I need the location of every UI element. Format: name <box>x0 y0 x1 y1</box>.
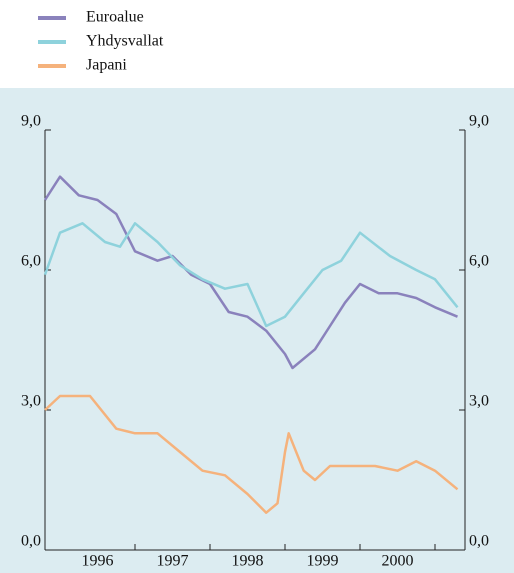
legend-label: Euroalue <box>86 9 144 26</box>
series-line <box>44 394 459 514</box>
y-tick-label: 9,0 <box>21 113 41 130</box>
legend-label: Japani <box>86 57 127 74</box>
x-tick-label: 1999 <box>307 553 339 570</box>
x-tick-label: 1997 <box>157 553 189 570</box>
series-line <box>43 175 458 370</box>
y-tick-label: 3,0 <box>469 393 489 410</box>
y-tick-label: 6,0 <box>469 253 489 270</box>
y-tick-label: 3,0 <box>21 393 41 410</box>
y-tick-label: 9,0 <box>469 113 489 130</box>
series-line <box>43 222 459 328</box>
y-tick-label: 0,0 <box>21 533 41 550</box>
legend-label: Yhdysvallat <box>86 33 164 50</box>
x-tick-label: 2000 <box>382 553 414 570</box>
plot-background <box>0 88 514 573</box>
y-tick-label: 6,0 <box>21 253 41 270</box>
x-tick-label: 1996 <box>82 553 114 570</box>
x-tick-label: 1998 <box>232 553 264 570</box>
y-tick-label: 0,0 <box>469 533 489 550</box>
